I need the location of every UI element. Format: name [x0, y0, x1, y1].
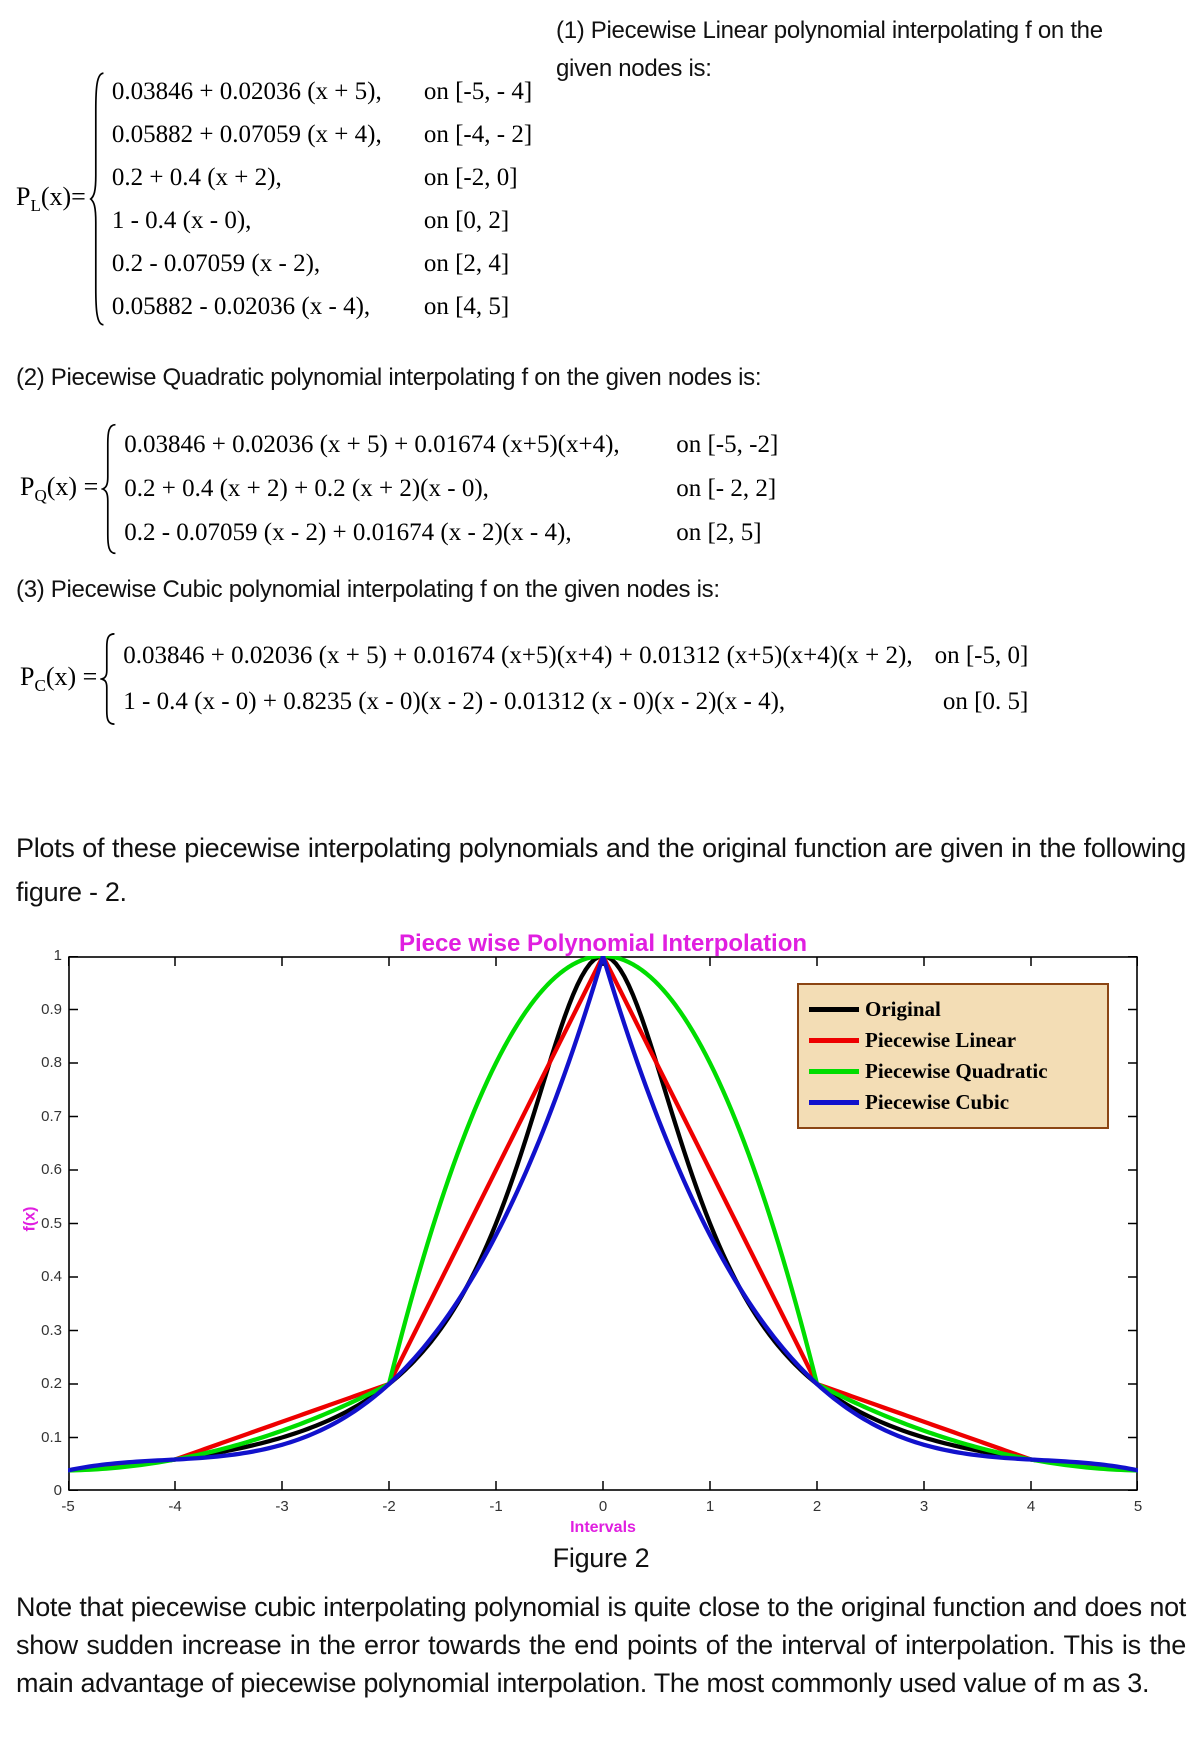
case-interval: on [-5, - 4] — [423, 78, 533, 105]
case-expression: 0.2 + 0.4 (x + 2), — [111, 164, 282, 191]
x-tick-label: 1 — [705, 1498, 715, 1515]
legend-line-swatch — [809, 1007, 859, 1012]
cases-brace — [89, 68, 106, 330]
case-row: 0.05882 - 0.02036 (x - 4), on [4, 5] — [112, 285, 532, 328]
legend-item: Piecewise Linear — [809, 1025, 1097, 1056]
function-label-PQ: PQ(x) = — [20, 471, 99, 506]
case-expression: 0.2 - 0.07059 (x - 2) + 0.01674 (x - 2)(… — [124, 519, 572, 546]
legend-label: Piecewise Quadratic — [865, 1059, 1048, 1083]
y-tick-label: 0.4 — [41, 1268, 62, 1285]
y-tick-label: 0.7 — [41, 1107, 62, 1125]
case-interval: on [-4, - 2] — [423, 121, 533, 148]
series-original — [68, 956, 1138, 1473]
x-tick-label: 3 — [919, 1498, 929, 1515]
case-expression: 0.03846 + 0.02036 (x + 5) + 0.01674 (x+5… — [123, 642, 913, 669]
case-interval: on [-5, 0] — [934, 642, 1029, 669]
case-expression: 0.2 - 0.07059 (x - 2), — [111, 250, 321, 277]
y-tick-label: 0.3 — [41, 1321, 62, 1339]
piecewise-quadratic-equation: PQ(x) = 0.03846 + 0.02036 (x + 5) + 0.01… — [20, 422, 778, 556]
case-interval: on [4, 5] — [423, 293, 510, 320]
chart-title: Piece wise Polynomial Interpolation — [398, 930, 808, 957]
legend-item: Original — [809, 994, 1097, 1025]
x-tick-label: 4 — [1026, 1498, 1036, 1515]
y-tick-label: 0.5 — [41, 1214, 62, 1232]
case-row: 0.03846 + 0.02036 (x + 5), on [-5, - 4] — [112, 70, 532, 113]
section2-heading: (2) Piecewise Quadratic polynomial inter… — [16, 364, 762, 391]
case-interval: on [0. 5] — [942, 688, 1029, 715]
case-interval: on [2, 4] — [423, 250, 510, 277]
cases-list: 0.03846 + 0.02036 (x + 5), on [-5, - 4] 0.… — [112, 70, 532, 328]
case-row: 0.2 + 0.4 (x + 2), on [-2, 0] — [112, 156, 532, 199]
function-label-PL: PL(x)= — [16, 181, 86, 216]
legend-item: Piecewise Cubic — [809, 1087, 1097, 1118]
y-tick-label: 0.8 — [41, 1054, 62, 1071]
case-expression: 1 - 0.4 (x - 0) + 0.8235 (x - 0)(x - 2) … — [123, 688, 786, 715]
case-expression: 0.05882 + 0.07059 (x + 4), — [111, 121, 382, 148]
case-interval: on [2, 5] — [676, 519, 762, 546]
legend-label: Piecewise Cubic — [865, 1090, 1010, 1114]
legend-line-swatch — [809, 1038, 859, 1043]
case-expression: 0.2 + 0.4 (x + 2) + 0.2 (x + 2)(x - 0), — [124, 475, 489, 502]
x-axis-label: Intervals — [570, 1519, 636, 1536]
cases-brace — [100, 632, 117, 726]
legend-line-swatch — [809, 1100, 859, 1105]
case-row: 1 - 0.4 (x - 0), on [0, 2] — [112, 199, 532, 242]
x-tick-label: 5 — [1133, 1498, 1143, 1515]
x-tick-label: -3 — [275, 1498, 289, 1515]
legend-label: Piecewise Linear — [865, 1028, 1017, 1052]
note-paragraph: Note that piecewise cubic interpolating … — [16, 1592, 1186, 1698]
legend-label: Original — [865, 997, 941, 1021]
cases-list: 0.03846 + 0.02036 (x + 5) + 0.01674 (x+5… — [123, 633, 1028, 725]
piecewise-linear-equation: PL(x)= 0.03846 + 0.02036 (x + 5), on [-5,… — [16, 68, 532, 330]
figure-2-chart: Piece wise Polynomial Interpolation f(x)… — [0, 928, 1202, 1540]
plot-area — [68, 956, 1138, 1491]
y-tick-label: 0.6 — [41, 1161, 62, 1178]
section3-heading: (3) Piecewise Cubic polynomial interpola… — [16, 576, 720, 603]
y-tick-label: 1 — [53, 947, 62, 964]
plots-paragraph: Plots of these piecewise interpolating p… — [16, 833, 1186, 907]
x-tick-label: -2 — [382, 1498, 396, 1515]
series-piecewise-linear — [68, 956, 1138, 1473]
case-row: 0.2 + 0.4 (x + 2) + 0.2 (x + 2)(x - 0), o… — [124, 467, 778, 511]
case-interval: on [- 2, 2] — [676, 475, 777, 502]
case-row: 1 - 0.4 (x - 0) + 0.8235 (x - 0)(x - 2) … — [123, 679, 1028, 725]
x-tick-label: 2 — [812, 1498, 822, 1515]
y-tick-label: 0.2 — [41, 1375, 62, 1392]
figure-caption: Figure 2 — [552, 1543, 650, 1573]
case-expression: 0.03846 + 0.02036 (x + 5) + 0.01674 (x+5… — [124, 431, 620, 458]
cases-brace — [101, 422, 118, 556]
case-interval: on [0, 2] — [423, 207, 510, 234]
x-tick-label: 0 — [598, 1498, 608, 1515]
cases-list: 0.03846 + 0.02036 (x + 5) + 0.01674 (x+5… — [124, 423, 778, 555]
case-expression: 0.05882 - 0.02036 (x - 4), — [111, 293, 371, 320]
legend-item: Piecewise Quadratic — [809, 1056, 1097, 1087]
x-tick-label: -4 — [168, 1498, 182, 1515]
piecewise-cubic-equation: PC(x) = 0.03846 + 0.02036 (x + 5) + 0.01… — [20, 632, 1028, 726]
case-row: 0.2 - 0.07059 (x - 2) + 0.01674 (x - 2)(… — [124, 511, 778, 555]
case-interval: on [-5, -2] — [676, 431, 779, 458]
section1-heading: (1) Piecewise Linear polynomial interpol… — [556, 17, 1103, 82]
case-expression: 1 - 0.4 (x - 0), — [111, 207, 252, 234]
chart-legend: Original Piecewise Linear Piecewise Quadra… — [797, 983, 1109, 1129]
series-piecewise-cubic — [68, 956, 1138, 1473]
y-tick-label: 0.9 — [41, 1000, 62, 1018]
case-row: 0.2 - 0.07059 (x - 2), on [2, 4] — [112, 242, 532, 285]
legend-line-swatch — [809, 1069, 859, 1074]
case-row: 0.05882 + 0.07059 (x + 4), on [-4, - 2] — [112, 113, 532, 156]
y-tick-label: 0 — [53, 1482, 62, 1499]
x-tick-label: -1 — [489, 1498, 503, 1515]
case-row: 0.03846 + 0.02036 (x + 5) + 0.01674 (x+5… — [124, 423, 778, 467]
case-expression: 0.03846 + 0.02036 (x + 5), — [111, 78, 382, 105]
function-label-PC: PC(x) = — [20, 661, 98, 696]
case-interval: on [-2, 0] — [423, 164, 518, 191]
y-tick-label: 0.1 — [41, 1428, 62, 1446]
case-row: 0.03846 + 0.02036 (x + 5) + 0.01674 (x+5… — [123, 633, 1028, 679]
series-piecewise-quadratic — [68, 956, 1138, 1473]
x-tick-label: -5 — [61, 1498, 75, 1515]
